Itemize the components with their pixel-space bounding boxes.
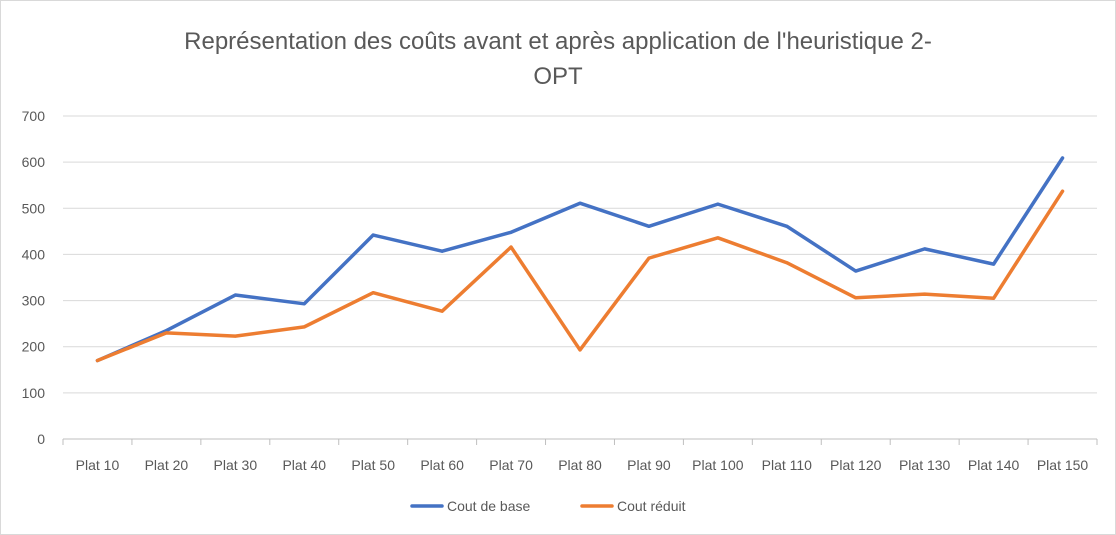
x-tick-label: Plat 40 <box>282 457 326 473</box>
x-axis: Plat 10 Plat 20 Plat 30 Plat 40 Plat 50 Plat … <box>62 438 1098 473</box>
x-tick-label: Plat 140 <box>968 457 1020 473</box>
data-point <box>95 359 99 363</box>
data-point <box>854 296 858 300</box>
legend-label: Cout réduit <box>617 498 686 514</box>
series-line-1 <box>95 156 1065 363</box>
x-tick-label: Plat 70 <box>489 457 533 473</box>
legend-label: Cout de base <box>447 498 530 514</box>
chart-title-line-1: Représentation des coûts avant et après … <box>184 28 932 55</box>
y-tick-label: 600 <box>22 154 46 170</box>
x-tick-label: Plat 60 <box>420 457 464 473</box>
data-point <box>1061 156 1065 160</box>
data-point <box>578 348 582 352</box>
data-point <box>371 291 375 295</box>
x-tick-label: Plat 50 <box>351 457 395 473</box>
x-tick-label: Plat 80 <box>558 457 602 473</box>
x-tick-label: Plat 30 <box>214 457 258 473</box>
x-tick-label: Plat 100 <box>692 457 744 473</box>
data-point <box>785 261 789 265</box>
data-point <box>923 292 927 296</box>
x-tick-label: Plat 150 <box>1037 457 1089 473</box>
x-tick-label: Plat 130 <box>899 457 951 473</box>
data-point <box>992 296 996 300</box>
data-point <box>371 233 375 237</box>
y-axis-tick-labels: 0 100 200 300 400 500 600 700 <box>22 108 46 447</box>
data-point <box>233 293 237 297</box>
y-tick-label: 0 <box>37 431 45 447</box>
x-tick-label: Plat 10 <box>76 457 120 473</box>
y-tick-label: 500 <box>22 200 46 216</box>
data-point <box>302 325 306 329</box>
data-point <box>647 256 651 260</box>
x-tick-label: Plat 90 <box>627 457 671 473</box>
data-series <box>95 156 1065 363</box>
data-point <box>233 334 237 338</box>
data-point <box>854 269 858 273</box>
data-point <box>440 309 444 313</box>
legend-item-2: Cout réduit <box>580 498 686 514</box>
legend-item-1: Cout de base <box>410 498 530 514</box>
legend: Cout de base Cout réduit <box>410 498 686 514</box>
data-point <box>785 224 789 228</box>
data-point <box>923 247 927 251</box>
data-point <box>440 249 444 253</box>
x-tick-label: Plat 120 <box>830 457 882 473</box>
data-point <box>992 262 996 266</box>
x-tick-label: Plat 20 <box>145 457 189 473</box>
data-point <box>1061 189 1065 193</box>
y-tick-label: 100 <box>22 385 46 401</box>
data-point <box>509 230 513 234</box>
chart-title-line-2: OPT <box>533 63 583 90</box>
y-tick-label: 400 <box>22 246 46 262</box>
series-line-2 <box>95 189 1065 363</box>
gridlines <box>63 115 1097 394</box>
y-tick-label: 300 <box>22 293 46 309</box>
data-point <box>509 245 513 249</box>
x-tick-label: Plat 110 <box>762 457 813 473</box>
data-point <box>302 302 306 306</box>
data-point <box>578 201 582 205</box>
y-tick-label: 200 <box>22 339 46 355</box>
data-point <box>716 202 720 206</box>
data-point <box>647 224 651 228</box>
data-point <box>164 331 168 335</box>
data-point <box>716 236 720 240</box>
y-tick-label: 700 <box>22 108 46 124</box>
